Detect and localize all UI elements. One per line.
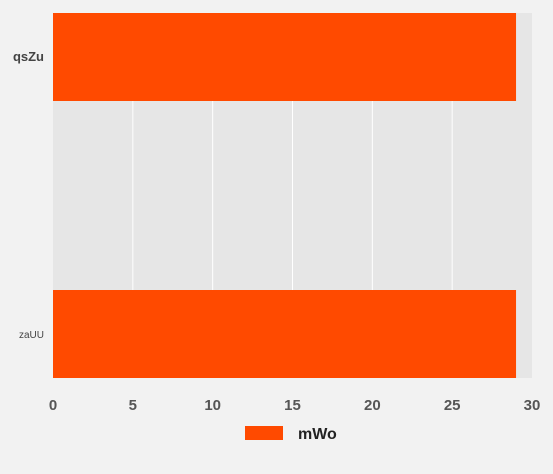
x-tick-label: 10	[204, 397, 221, 414]
legend-swatch	[245, 426, 283, 440]
legend: mWo	[245, 426, 337, 443]
x-tick-label: 0	[49, 397, 57, 414]
bars	[53, 13, 517, 378]
bar	[53, 290, 517, 378]
x-tick-label: 5	[129, 397, 137, 414]
category-labels: qsZu zaUU	[13, 49, 44, 341]
x-tick-label: 25	[444, 397, 461, 414]
bar	[53, 13, 517, 101]
category-label: qsZu	[13, 49, 44, 64]
x-tick-label: 20	[364, 397, 381, 414]
legend-label: mWo	[298, 426, 337, 443]
x-axis-ticks: 0 5 10 15 20 25 30	[49, 397, 541, 414]
x-tick-label: 30	[524, 397, 541, 414]
x-tick-label: 15	[284, 397, 301, 414]
category-label: zaUU	[19, 330, 44, 341]
